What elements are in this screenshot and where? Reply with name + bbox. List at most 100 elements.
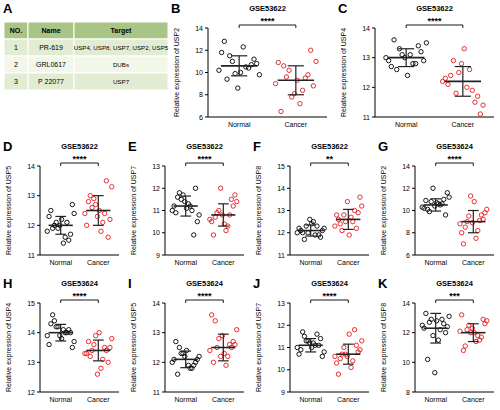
table-cell: [28, 39, 74, 56]
point: [219, 50, 223, 54]
table-text: GRL0617: [36, 61, 66, 68]
point: [425, 357, 429, 361]
point: [358, 195, 362, 199]
point: [314, 59, 318, 63]
point: [190, 208, 194, 212]
point: [448, 73, 452, 77]
y-tick-label: 14: [195, 25, 203, 32]
table-text: P 22077: [38, 78, 64, 85]
point: [429, 199, 433, 203]
error-cap: [305, 338, 316, 339]
y-tick: [162, 166, 165, 167]
point: [463, 225, 467, 229]
point: [386, 58, 390, 62]
point: [472, 199, 476, 203]
point: [110, 185, 114, 189]
point: [233, 193, 237, 197]
significance: ****: [427, 16, 442, 26]
point: [467, 214, 471, 218]
y-axis: [40, 303, 41, 392]
x-axis: [165, 255, 244, 256]
y-tick: [372, 117, 375, 118]
y-tick: [372, 28, 375, 29]
error-cap: [430, 210, 441, 211]
y-tick-label: 14: [27, 329, 35, 336]
mean-line: [211, 214, 235, 216]
y-tick: [162, 332, 165, 333]
error-cap: [218, 334, 229, 335]
point: [302, 334, 306, 338]
point: [461, 348, 465, 352]
y-tick-label: 10: [195, 69, 203, 76]
point: [408, 53, 412, 57]
point: [257, 73, 261, 77]
point: [347, 332, 351, 336]
panel-letter: F: [253, 139, 261, 154]
point: [47, 342, 51, 346]
point: [481, 317, 485, 321]
y-tick: [205, 72, 208, 73]
y-tick: [412, 188, 415, 189]
y-tick: [205, 28, 208, 29]
point: [457, 70, 461, 74]
y-tick: [162, 362, 165, 363]
table-text: USP7: [113, 78, 130, 85]
point: [56, 226, 60, 230]
title: GSE53624: [186, 279, 224, 288]
point: [333, 224, 337, 228]
marks: [217, 39, 319, 113]
table-cell: [4, 56, 28, 73]
point: [431, 186, 435, 190]
point: [50, 313, 54, 317]
error-cap: [180, 195, 191, 196]
point: [413, 61, 417, 65]
y-tick: [37, 166, 40, 167]
point: [336, 372, 340, 376]
y-tick: [287, 303, 290, 304]
x-tick-label: Normal: [174, 396, 197, 403]
point: [276, 60, 280, 64]
point: [102, 211, 106, 215]
error-cap: [305, 235, 316, 236]
point: [231, 204, 235, 208]
panel-letter: D: [3, 139, 12, 154]
point: [56, 325, 60, 329]
error-cap: [180, 350, 191, 351]
point: [470, 326, 474, 330]
significance: ****: [447, 154, 462, 164]
x-tick-label: Cancer: [87, 259, 110, 266]
point: [443, 76, 447, 80]
marks: [295, 328, 364, 377]
error-cap: [231, 75, 247, 76]
point: [351, 359, 355, 363]
point: [451, 58, 455, 62]
significance: ***: [449, 291, 460, 301]
point: [342, 213, 346, 217]
y-tick-label: 11: [153, 207, 160, 214]
y-tick: [287, 166, 290, 167]
y-label: Relative expression of USP5: [5, 166, 13, 255]
point: [478, 112, 482, 116]
error-cap: [305, 224, 316, 225]
point: [93, 202, 97, 206]
point: [300, 88, 304, 92]
y-tick-label: 12: [195, 47, 203, 54]
y-tick: [162, 210, 165, 211]
panel-letter: K: [378, 276, 388, 291]
x-tick-label: Cancer: [337, 396, 360, 403]
marks: [170, 186, 239, 237]
point: [95, 214, 99, 218]
panel-letter: A: [3, 1, 13, 16]
x-tick-label: Normal: [228, 121, 251, 128]
point: [433, 371, 437, 375]
error-cap: [343, 364, 354, 365]
y-tick-label: 10: [277, 366, 285, 373]
point: [106, 235, 110, 239]
point: [287, 68, 291, 72]
y-tick-label: 15: [27, 300, 35, 307]
point: [193, 186, 197, 190]
y-tick: [287, 210, 290, 211]
error-cap: [218, 203, 229, 204]
mean-line: [424, 204, 448, 206]
point: [459, 61, 463, 65]
